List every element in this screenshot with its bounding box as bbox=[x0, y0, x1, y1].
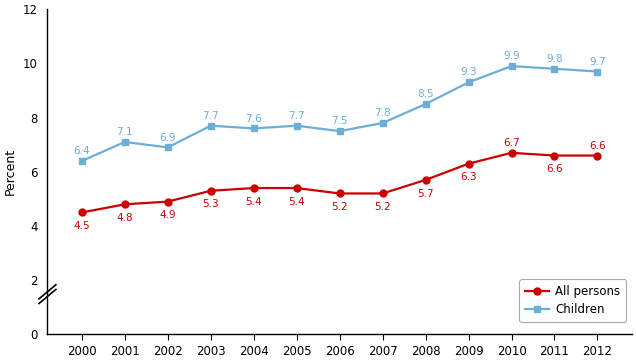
Line: All persons: All persons bbox=[78, 150, 601, 216]
All persons bbox=[336, 191, 343, 195]
Text: 4.9: 4.9 bbox=[160, 210, 176, 220]
Children bbox=[379, 121, 387, 125]
Text: 6.7: 6.7 bbox=[503, 138, 520, 148]
Text: 7.8: 7.8 bbox=[375, 108, 391, 118]
Text: 7.5: 7.5 bbox=[331, 116, 348, 126]
Children bbox=[593, 70, 601, 74]
Text: 5.7: 5.7 bbox=[417, 189, 434, 199]
Text: 4.5: 4.5 bbox=[74, 221, 90, 231]
Text: 6.3: 6.3 bbox=[460, 172, 477, 182]
Text: 5.2: 5.2 bbox=[375, 202, 391, 212]
Text: 5.2: 5.2 bbox=[331, 202, 348, 212]
Text: 7.7: 7.7 bbox=[202, 111, 219, 121]
Text: 9.7: 9.7 bbox=[589, 56, 605, 67]
Children bbox=[121, 140, 128, 144]
Text: 6.4: 6.4 bbox=[74, 146, 90, 156]
All persons bbox=[465, 161, 473, 166]
Text: 9.9: 9.9 bbox=[503, 51, 520, 61]
All persons bbox=[207, 189, 214, 193]
Text: 5.4: 5.4 bbox=[288, 197, 305, 207]
Children bbox=[551, 67, 558, 71]
Children bbox=[422, 102, 429, 106]
Text: 6.9: 6.9 bbox=[160, 132, 176, 143]
Children bbox=[293, 123, 300, 128]
Legend: All persons, Children: All persons, Children bbox=[520, 279, 626, 322]
All persons bbox=[164, 199, 172, 204]
All persons bbox=[121, 202, 128, 206]
Text: 7.6: 7.6 bbox=[245, 114, 262, 123]
All persons bbox=[379, 191, 387, 195]
All persons bbox=[551, 153, 558, 158]
Children bbox=[508, 64, 515, 68]
Text: 4.8: 4.8 bbox=[116, 213, 133, 223]
All persons bbox=[293, 186, 300, 190]
Children bbox=[207, 123, 214, 128]
Text: 7.1: 7.1 bbox=[116, 127, 133, 137]
Text: 5.3: 5.3 bbox=[202, 199, 219, 210]
Text: 7.7: 7.7 bbox=[288, 111, 305, 121]
All persons bbox=[593, 153, 601, 158]
Text: 5.4: 5.4 bbox=[245, 197, 262, 207]
All persons bbox=[422, 178, 429, 182]
Children bbox=[465, 80, 473, 84]
Children bbox=[164, 145, 172, 150]
Children bbox=[336, 129, 343, 133]
All persons bbox=[78, 210, 86, 215]
All persons bbox=[250, 186, 258, 190]
Text: 8.5: 8.5 bbox=[417, 89, 434, 99]
Line: Children: Children bbox=[78, 63, 601, 164]
Children bbox=[78, 159, 86, 163]
Text: 6.6: 6.6 bbox=[546, 164, 563, 174]
Text: 6.6: 6.6 bbox=[589, 141, 605, 151]
All persons bbox=[508, 151, 515, 155]
Text: 9.8: 9.8 bbox=[546, 54, 563, 64]
Y-axis label: Percent: Percent bbox=[4, 148, 17, 195]
Children bbox=[250, 126, 258, 131]
Text: 9.3: 9.3 bbox=[460, 67, 477, 77]
